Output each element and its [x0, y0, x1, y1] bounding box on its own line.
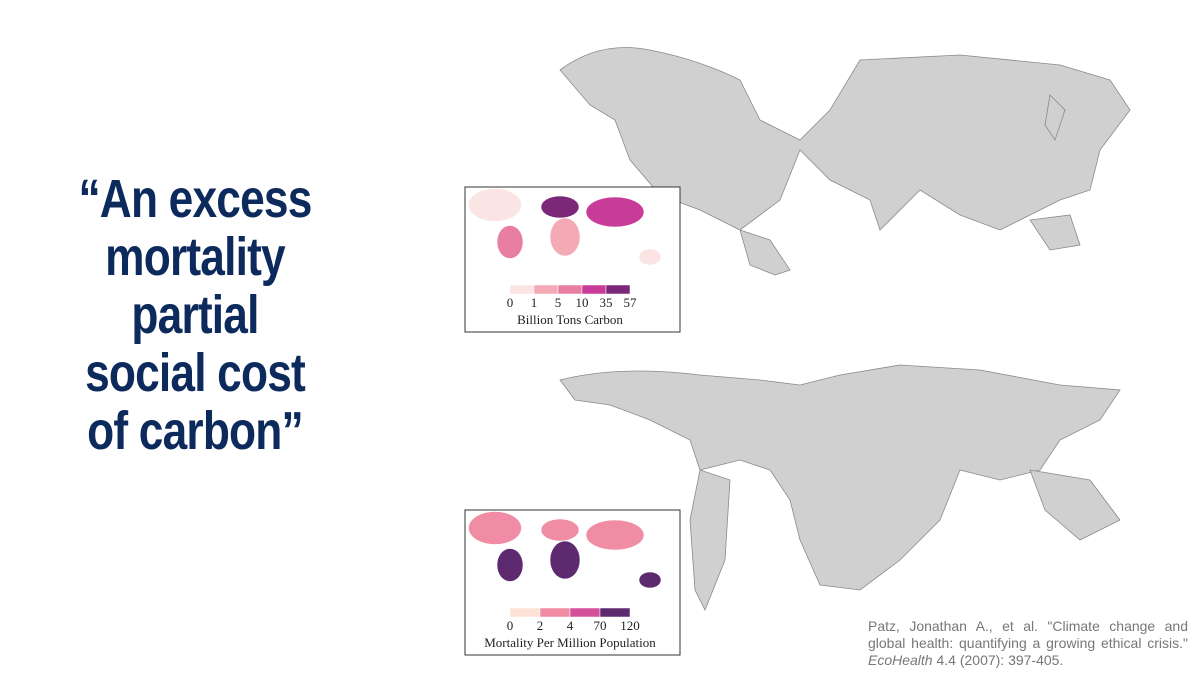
inset-region — [549, 217, 581, 257]
legend-tick: 35 — [600, 295, 613, 310]
legend-tick: 5 — [555, 295, 562, 310]
legend-tick: 120 — [620, 618, 640, 633]
legend-tick: 1 — [531, 295, 538, 310]
legend-tick: 57 — [624, 295, 638, 310]
inset-region — [585, 196, 645, 228]
legend-tick: 10 — [576, 295, 589, 310]
inset-map: 0 2 4 70 120 Mortality Per Million Population — [464, 509, 681, 656]
carbon-cartogram — [559, 47, 1131, 276]
inset-region — [585, 519, 645, 551]
inset-region — [540, 195, 580, 219]
legend-swatch — [533, 284, 559, 295]
legend-swatch — [581, 284, 607, 295]
legend-tick: 0 — [507, 295, 514, 310]
quote-line: mortality — [105, 227, 285, 287]
inset-region — [468, 188, 522, 222]
inset-region — [638, 248, 662, 266]
legend-tick: 2 — [537, 618, 544, 633]
inset-region — [468, 511, 522, 545]
quote: “An excess mortality partial social cost… — [68, 170, 322, 460]
legend-tick: 0 — [507, 618, 514, 633]
citation-text: 4.4 (2007): 397-405. — [932, 652, 1064, 668]
legend-title: Mortality Per Million Population — [484, 635, 656, 650]
citation: Patz, Jonathan A., et al. "Climate chang… — [868, 618, 1188, 669]
legend-swatch — [569, 607, 601, 618]
legend-swatch — [557, 284, 583, 295]
inset-region — [549, 540, 581, 580]
legend-tick: 4 — [567, 618, 574, 633]
legend-swatch — [539, 607, 571, 618]
legend-swatch — [599, 607, 631, 618]
citation-journal: EcoHealth — [868, 652, 933, 668]
legend-title: Billion Tons Carbon — [517, 312, 623, 327]
quote-line: “An excess — [78, 169, 312, 229]
inset-region — [496, 225, 524, 259]
mortality-cartogram — [559, 364, 1121, 611]
inset-region — [540, 518, 580, 542]
inset-region — [638, 571, 662, 589]
legend-swatch — [509, 284, 535, 295]
legend-tick: 70 — [594, 618, 607, 633]
legend-swatch — [605, 284, 631, 295]
quote-line: of carbon” — [87, 401, 303, 461]
citation-text: Patz, Jonathan A., et al. "Climate chang… — [868, 618, 1188, 651]
quote-line: social cost — [85, 343, 306, 403]
quote-line: partial — [131, 285, 259, 345]
legend-swatch — [509, 607, 541, 618]
inset-region — [496, 548, 524, 582]
